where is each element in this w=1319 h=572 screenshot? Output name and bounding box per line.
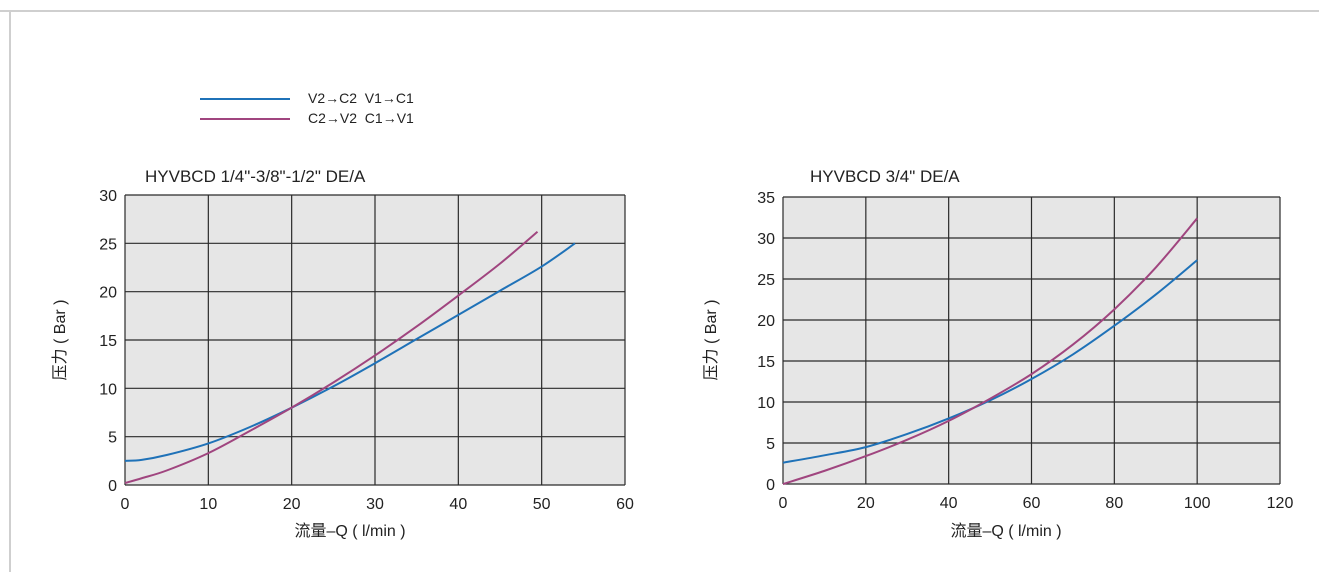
chart-1-xlabel: 流量–Q ( l/min ): [294, 522, 405, 540]
chart-1-ytick-1: 5: [108, 430, 117, 447]
chart-2-xtick-4: 80: [1105, 495, 1123, 512]
chart-2: 0 20 40 60 80 100 120 0 5 10 15 20 25 30 35 HYVBCD 3/4"…: [702, 167, 1293, 540]
chart-1-xtick-6: 60: [616, 496, 634, 513]
chart-2-xtick-1: 20: [857, 495, 875, 512]
chart-1-ytick-2: 10: [99, 381, 117, 398]
chart-1-xtick-1: 10: [199, 496, 217, 513]
chart-2-xtick-2: 40: [940, 495, 958, 512]
chart-2-series-1-line: [782, 259, 1198, 464]
chart-2-ytick-4: 20: [757, 313, 775, 330]
chart-2-ytick-3: 15: [757, 354, 775, 371]
chart-1-series-2-line: [124, 230, 539, 485]
chart-2-ytick-6: 30: [757, 231, 775, 248]
chart-2-ylabel: 压力 ( Bar ): [702, 300, 720, 381]
chart-1-ylabel: 压力 ( Bar ): [51, 300, 69, 381]
chart-1-xtick-3: 30: [366, 496, 384, 513]
chart-1-series-1-line: [124, 242, 576, 462]
chart-1-xtick-4: 40: [449, 496, 467, 513]
chart-1-ytick-6: 30: [99, 188, 117, 205]
chart-2-xtick-3: 60: [1023, 495, 1041, 512]
chart-1-ytick-3: 15: [99, 333, 117, 350]
chart-1-ytick-0: 0: [108, 478, 117, 495]
chart-2-ytick-1: 5: [766, 436, 775, 453]
chart-1-ytick-4: 20: [99, 285, 117, 302]
chart-2-title: HYVBCD 3/4" DE/A: [810, 167, 960, 186]
frame-border-top: [0, 10, 1319, 12]
chart-2-xtick-0: 0: [779, 495, 788, 512]
chart-1: 0 10 20 30 40 50 60 0 5 10 15 20 25 30 HYVBCD 1/4"-3/8…: [51, 167, 634, 540]
chart-1-xtick-2: 20: [283, 496, 301, 513]
chart-1-title: HYVBCD 1/4"-3/8"-1/2" DE/A: [145, 167, 366, 186]
chart-2-ytick-0: 0: [766, 477, 775, 494]
chart-2-ytick-7: 35: [757, 190, 775, 207]
chart-1-xtick-5: 50: [533, 496, 551, 513]
legend-label-1: V2→C2 V1→C1: [308, 90, 414, 106]
frame-border-left: [9, 10, 11, 572]
chart-2-xtick-5: 100: [1184, 495, 1211, 512]
chart-2-xtick-6: 120: [1267, 495, 1294, 512]
chart-2-ytick-5: 25: [757, 272, 775, 289]
chart-1-ytick-5: 25: [99, 236, 117, 253]
chart-2-ytick-2: 10: [757, 395, 775, 412]
legend-line-2: [200, 118, 290, 120]
legend-line-1: [200, 98, 290, 100]
chart-2-xlabel: 流量–Q ( l/min ): [950, 522, 1061, 540]
legend-label-2: C2→V2 C1→V1: [308, 110, 414, 126]
chart-2-series-2-line: [782, 217, 1198, 485]
chart-1-xtick-0: 0: [121, 496, 130, 513]
